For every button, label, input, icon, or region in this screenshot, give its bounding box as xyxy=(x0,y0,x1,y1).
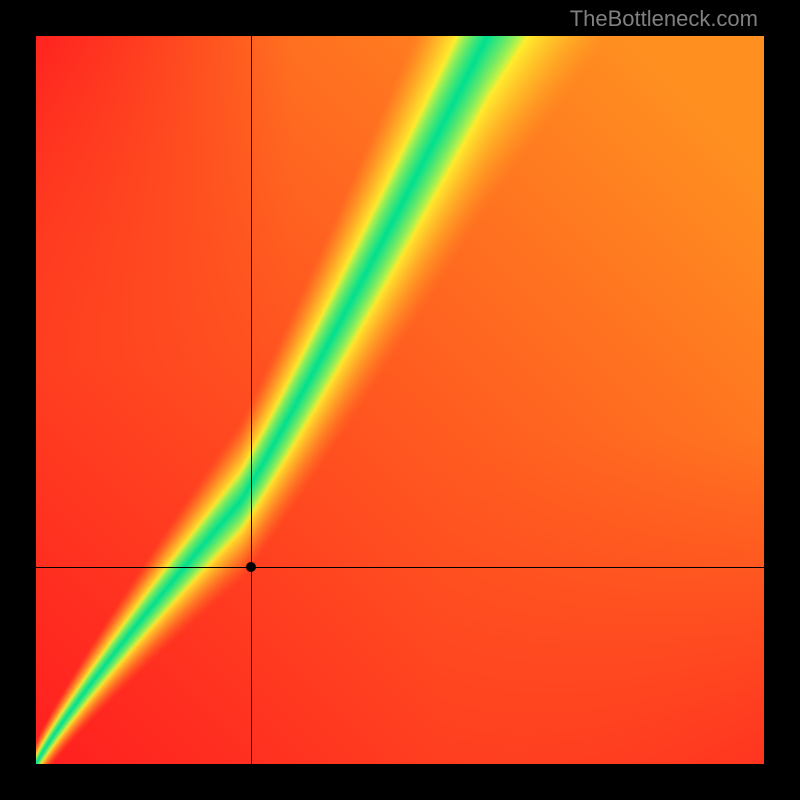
crosshair-horizontal xyxy=(36,567,764,568)
plot-area xyxy=(36,36,764,764)
crosshair-vertical xyxy=(251,36,252,764)
crosshair-point xyxy=(246,562,256,572)
heatmap-canvas xyxy=(36,36,764,764)
watermark-text: TheBottleneck.com xyxy=(570,6,758,32)
